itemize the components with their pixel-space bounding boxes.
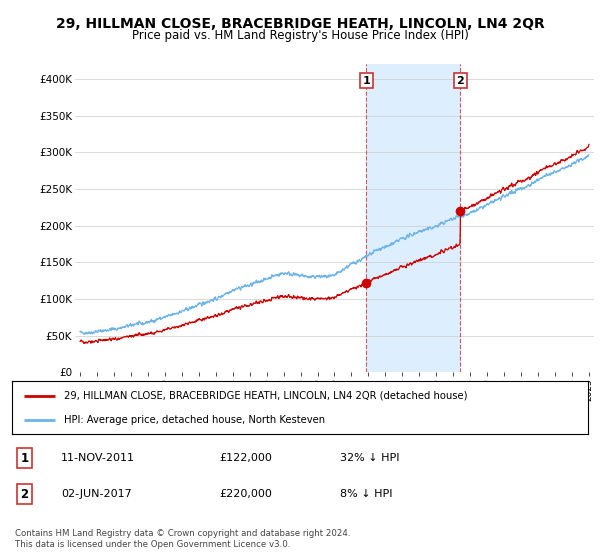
Text: Contains HM Land Registry data © Crown copyright and database right 2024.
This d: Contains HM Land Registry data © Crown c… — [15, 529, 350, 549]
Text: 11-NOV-2011: 11-NOV-2011 — [61, 453, 135, 463]
Text: £122,000: £122,000 — [220, 453, 272, 463]
Text: 2: 2 — [20, 488, 29, 501]
Text: 1: 1 — [362, 76, 370, 86]
Bar — [366, 64, 460, 372]
Text: 2: 2 — [457, 76, 464, 86]
Text: £220,000: £220,000 — [220, 489, 272, 499]
Text: 02-JUN-2017: 02-JUN-2017 — [61, 489, 132, 499]
Text: HPI: Average price, detached house, North Kesteven: HPI: Average price, detached house, Nort… — [64, 415, 325, 425]
Text: 29, HILLMAN CLOSE, BRACEBRIDGE HEATH, LINCOLN, LN4 2QR (detached house): 29, HILLMAN CLOSE, BRACEBRIDGE HEATH, LI… — [64, 391, 467, 401]
Text: Price paid vs. HM Land Registry's House Price Index (HPI): Price paid vs. HM Land Registry's House … — [131, 29, 469, 42]
Text: 29, HILLMAN CLOSE, BRACEBRIDGE HEATH, LINCOLN, LN4 2QR: 29, HILLMAN CLOSE, BRACEBRIDGE HEATH, LI… — [56, 17, 544, 31]
Text: 1: 1 — [20, 451, 29, 465]
Text: 8% ↓ HPI: 8% ↓ HPI — [340, 489, 393, 499]
Text: 32% ↓ HPI: 32% ↓ HPI — [340, 453, 400, 463]
